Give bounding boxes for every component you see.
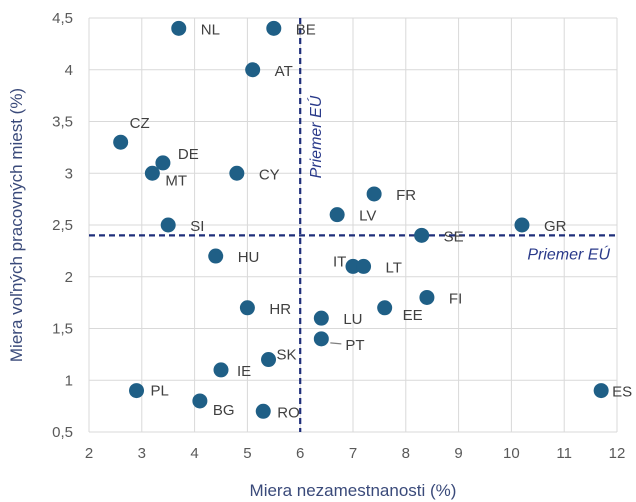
y-tick-label: 1 [65, 372, 73, 389]
point-label-de: DE [178, 146, 199, 163]
x-tick-label: 8 [402, 445, 410, 462]
tick-labels: 2 3 4 5 6 7 8 9 10 11 12 0,5 1 1,5 2 2,5 3 3,5 4 4,5 [52, 10, 625, 462]
eu-average-lines: Priemer EÚ Priemer EÚ [89, 18, 617, 432]
point-label-hr: HR [269, 301, 291, 318]
data-point-ro [255, 403, 271, 419]
point-label-nl: NL [201, 21, 220, 38]
grid [88, 17, 618, 433]
y-tick-label: 3 [65, 165, 73, 182]
data-point-cy [229, 165, 245, 181]
data-point-hu [208, 248, 224, 264]
point-label-ie: IE [237, 363, 251, 380]
data-point-fr [366, 186, 382, 202]
x-tick-label: 12 [609, 445, 626, 462]
point-label-lt: LT [386, 259, 402, 276]
x-tick-label: 6 [296, 445, 304, 462]
x-tick-label: 5 [243, 445, 251, 462]
point-label-mt: MT [165, 172, 187, 189]
data-point-pl [129, 383, 145, 399]
point-label-fr: FR [396, 187, 416, 204]
data-point-ie [213, 362, 229, 378]
data-point-nl [171, 20, 187, 36]
data-points [113, 20, 609, 419]
point-label-es: ES [612, 384, 632, 401]
point-label-at: AT [275, 63, 293, 80]
y-tick-label: 2,5 [52, 217, 73, 234]
point-label-it: IT [333, 253, 346, 270]
data-point-be [266, 20, 282, 36]
y-tick-label: 4,5 [52, 10, 73, 27]
point-label-lv: LV [359, 208, 376, 225]
data-point-lv [329, 207, 345, 223]
point-label-ee: EE [403, 307, 423, 324]
data-point-bg [192, 393, 208, 409]
x-tick-label: 10 [503, 445, 520, 462]
point-label-bg: BG [213, 402, 235, 419]
eu-average-horizontal-label: Priemer EÚ [527, 244, 610, 263]
data-point-se [414, 227, 430, 243]
y-tick-label: 4 [65, 62, 73, 79]
point-label-lu: LU [343, 311, 362, 328]
data-point-mt [144, 165, 160, 181]
data-point-fi [419, 289, 435, 305]
x-tick-label: 4 [190, 445, 198, 462]
point-label-be: BE [296, 21, 316, 38]
point-labels: NL BE AT CZ DE MT CY FR LV SI GR SE HU IT LT FI HR EE LU PT… [130, 21, 632, 421]
data-point-it [345, 258, 361, 274]
point-label-si: SI [190, 218, 204, 235]
y-tick-label: 0,5 [52, 424, 73, 441]
data-point-sk [261, 352, 277, 368]
data-point-si [160, 217, 176, 233]
data-point-pt [313, 331, 329, 347]
point-label-sk: SK [277, 347, 297, 364]
point-label-cz: CZ [130, 115, 150, 132]
point-label-gr: GR [544, 218, 567, 235]
y-tick-label: 2 [65, 269, 73, 286]
pt-leader-line [330, 342, 342, 345]
data-point-at [245, 62, 261, 78]
x-axis-title: Miera nezamestnanosti (%) [250, 481, 457, 500]
data-point-lu [313, 310, 329, 326]
data-point-ee [377, 300, 393, 316]
x-tick-label: 9 [454, 445, 462, 462]
point-label-pt: PT [345, 337, 364, 354]
y-tick-label: 3,5 [52, 114, 73, 131]
x-tick-label: 3 [138, 445, 146, 462]
point-label-pl: PL [151, 383, 169, 400]
point-label-se: SE [444, 228, 464, 245]
point-label-fi: FI [449, 290, 462, 307]
data-point-cz [113, 134, 129, 150]
data-point-es [593, 383, 609, 399]
data-point-gr [514, 217, 530, 233]
eu-average-vertical-label: Priemer EÚ [306, 95, 325, 178]
point-label-ro: RO [277, 404, 300, 421]
y-tick-label: 1,5 [52, 321, 73, 338]
x-tick-label: 11 [556, 445, 572, 462]
point-label-cy: CY [259, 166, 280, 183]
data-point-de [155, 155, 171, 171]
point-label-hu: HU [238, 249, 260, 266]
data-point-lt [356, 258, 372, 274]
data-point-hr [239, 300, 255, 316]
y-axis-title: Miera voľných pracovných miest (%) [7, 88, 26, 362]
x-tick-label: 2 [85, 445, 93, 462]
x-tick-label: 7 [349, 445, 357, 462]
